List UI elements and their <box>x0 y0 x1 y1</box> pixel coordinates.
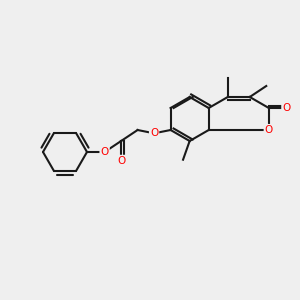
Text: O: O <box>117 156 125 166</box>
Text: O: O <box>150 128 158 138</box>
Text: O: O <box>100 147 109 157</box>
Text: O: O <box>282 103 290 113</box>
Text: O: O <box>265 125 273 135</box>
